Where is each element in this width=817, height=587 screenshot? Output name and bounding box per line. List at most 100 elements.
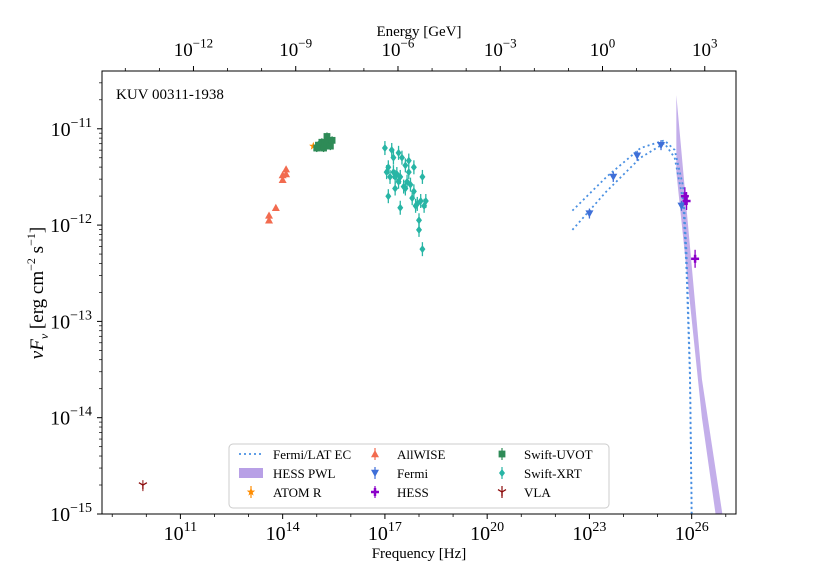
data-point-layer [138,132,700,492]
legend-swatch-marker-b [497,489,503,493]
legend-swatch-marker [497,489,507,496]
xrt-point-29 [397,200,404,215]
xrt-marker [397,203,404,212]
xrt-marker [417,197,424,206]
legend: Fermi/LAT EC AllWISE Swift-UVOT HESS PWL Fer… [228,443,610,509]
legend-swatch-marker [246,487,256,496]
xrt-marker [407,180,414,189]
allwise-point-5 [282,170,291,178]
xrt-point-2 [385,160,392,175]
fermi-ec-line-layer [571,139,693,515]
legend-swatch-marker [498,450,506,458]
x-tick-label-2: 1017 [368,520,402,545]
xrt-point-15 [407,177,414,192]
xrt-point-3 [387,169,394,184]
xrt-marker [385,192,392,201]
xrt-point-26 [395,145,402,160]
xrt-marker [397,172,404,181]
allwise-marker [265,216,274,224]
legend-label-vla: VLA [524,485,551,500]
legend-label-uvot: Swift-UVOT [524,447,593,462]
legend-label-atom: ATOM R [273,485,322,500]
xrt-marker [395,148,402,157]
xrt-marker [416,225,422,234]
xrt-point-24 [422,194,429,209]
legend-item-xrt: Swift-XRT [499,466,582,481]
uvot-marker [318,138,326,146]
top-tick-label-0: 10−12 [174,35,213,61]
hess-marker [691,254,700,263]
vla-marker-b [138,482,144,486]
xrt-marker [390,153,397,162]
xrt-marker [405,156,412,165]
fermi-point-0 [585,208,594,219]
top-tick-label-2: 10−6 [382,35,415,61]
xrt-marker [402,161,409,170]
y-label-mid: s [27,246,48,258]
legend-swatch-marker [499,469,505,477]
atom-marker [309,141,318,150]
top-axis-label: Energy [GeV] [376,24,461,40]
top-tick-label-1: 10−9 [279,35,312,61]
axis-layer: 1011 1014 1017 1020 1023 1026 10−11 10−12 10−13 1… [50,35,727,545]
legend-item-hess: HESS [371,485,429,500]
x-tick-label-1: 1014 [266,520,300,545]
xrt-marker [419,245,426,254]
xrt-point-30 [410,160,417,175]
xrt-marker [405,168,412,177]
hess-point-2 [691,249,700,268]
xrt-point-0 [381,141,388,156]
legend-swatch-marker [371,469,379,477]
xrt-marker [410,163,417,172]
fermi-point-2 [633,150,642,161]
xrt-point-21 [417,194,424,209]
legend-label-hess: HESS [397,485,429,500]
allwise-marker [282,170,291,178]
top-tick-label-3: 10−3 [484,35,517,61]
legend-swatch-hess [371,486,379,498]
y-label-exp1: −2 [24,258,38,271]
legend-label-allwise: AllWISE [397,447,445,462]
hess-marker [680,192,689,201]
top-tick-label-5: 103 [692,35,718,61]
y-tick-label-0: 10−11 [51,116,92,141]
fermi-point-1 [609,171,618,182]
allwise-point-0 [265,216,274,224]
fermi-marker [657,141,666,150]
allwise-point-2 [271,203,280,211]
xrt-marker [381,144,388,153]
fermi-marker [677,202,686,210]
xrt-marker [387,172,394,181]
hess-marker [682,197,691,206]
x-tick-label-0: 1011 [164,520,197,545]
x-tick-label-5: 1026 [675,520,709,545]
allwise-point-3 [278,175,287,184]
allwise-marker [265,211,274,219]
allwise-point-1 [265,211,274,219]
xrt-point-31 [416,222,422,237]
legend-swatch-marker [371,450,379,458]
legend-swatch-xrt [499,467,505,479]
y-tick-label-4: 10−15 [50,501,92,526]
uvot-point-10 [323,132,331,141]
uvot-marker [325,137,333,145]
y-label-unit: [erg cm [27,271,48,334]
y-label-close: ] [27,227,48,233]
y-label-exp2: −1 [24,233,38,246]
allwise-marker [282,165,291,173]
legend-label-xrt: Swift-XRT [524,466,582,481]
allwise-point-6 [282,165,291,173]
fermi-marker [633,152,642,160]
xrt-point-34 [390,150,397,165]
legend-swatch-allwise [371,448,379,460]
xrt-marker [398,153,405,162]
legend-swatch-fermi [371,467,379,479]
y-label-base: νF [27,339,48,359]
xrt-point-17 [410,184,417,199]
uvot-marker [320,144,327,152]
xrt-point-22 [419,169,426,184]
xrt-marker [410,187,417,196]
xrt-point-27 [405,153,412,168]
xrt-marker [385,163,392,172]
